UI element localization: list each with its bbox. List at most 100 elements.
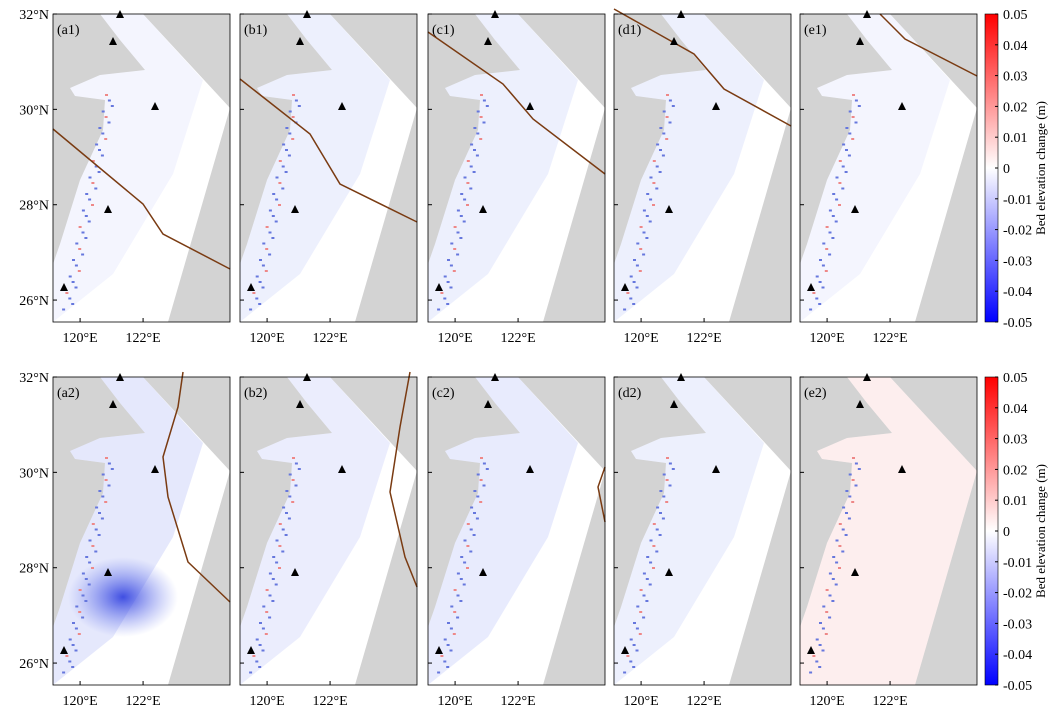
island: [78, 248, 81, 250]
colorbar: 0.050.040.030.020.010-0.01-0.02-0.03-0.0…: [985, 8, 1048, 331]
island: [252, 292, 255, 294]
island: [672, 105, 675, 107]
island: [91, 567, 94, 569]
island: [460, 215, 463, 217]
island: [91, 545, 94, 547]
island: [65, 655, 68, 657]
island: [483, 122, 486, 124]
island: [656, 529, 659, 531]
island: [275, 221, 278, 223]
island: [649, 199, 652, 201]
island: [470, 166, 473, 168]
island: [469, 551, 472, 553]
island: [288, 133, 291, 135]
island: [650, 177, 653, 179]
panel-label: (c2): [432, 386, 455, 401]
colorbar-tick-label: -0.01: [1003, 193, 1032, 208]
island: [463, 584, 466, 586]
colorbar-tick-label: 0.05: [1003, 8, 1028, 23]
island: [636, 287, 639, 289]
y-tick-label: 26°N: [19, 657, 49, 672]
island: [812, 292, 815, 294]
panel-label: (d1): [618, 23, 642, 38]
x-tick-label: 120°E: [624, 694, 659, 709]
y-tick-label: 32°N: [19, 371, 49, 386]
island: [832, 193, 835, 195]
island: [266, 589, 269, 591]
island: [639, 611, 642, 613]
x-tick-label: 120°E: [810, 694, 845, 709]
island: [95, 529, 98, 531]
island: [463, 221, 466, 223]
island: [848, 518, 851, 520]
island: [272, 193, 275, 195]
island: [289, 111, 292, 113]
island: [450, 265, 453, 267]
island: [665, 138, 668, 140]
island: [278, 567, 281, 569]
island: [289, 474, 292, 476]
colorbar-tick-label: -0.02: [1003, 587, 1032, 602]
island: [469, 188, 472, 190]
island: [652, 567, 655, 569]
island: [629, 661, 632, 663]
island: [65, 292, 68, 294]
island: [845, 127, 848, 129]
island: [272, 578, 275, 580]
island: [467, 160, 470, 162]
island: [812, 655, 815, 657]
colorbar-tick-label: 0.05: [1003, 371, 1028, 386]
island: [278, 204, 281, 206]
island: [258, 303, 261, 305]
island: [454, 589, 457, 591]
island: [841, 551, 844, 553]
island: [279, 160, 282, 162]
island: [822, 606, 825, 608]
island: [85, 215, 88, 217]
y-tick-label: 30°N: [19, 466, 49, 481]
island: [105, 116, 108, 118]
x-tick-label: 122°E: [686, 694, 721, 709]
island: [669, 122, 672, 124]
island: [459, 600, 462, 602]
island: [101, 133, 104, 135]
island: [269, 232, 272, 234]
island: [630, 276, 633, 278]
island: [279, 523, 282, 525]
island: [852, 457, 855, 459]
island: [98, 512, 101, 514]
island: [476, 518, 479, 520]
island: [75, 265, 78, 267]
island: [272, 556, 275, 558]
island: [72, 281, 75, 283]
island: [72, 259, 75, 261]
island: [62, 672, 65, 674]
island: [453, 633, 456, 635]
island: [275, 199, 278, 201]
island: [845, 149, 848, 151]
island: [816, 276, 819, 278]
x-tick-label: 120°E: [624, 331, 659, 346]
island: [104, 138, 107, 140]
island: [89, 177, 92, 179]
island: [639, 248, 642, 250]
island: [662, 133, 665, 135]
island: [825, 270, 828, 272]
island: [265, 248, 268, 250]
island: [466, 545, 469, 547]
island: [276, 177, 279, 179]
island: [629, 298, 632, 300]
island: [480, 94, 483, 96]
island: [848, 155, 851, 157]
island: [822, 265, 825, 267]
island: [258, 666, 261, 668]
island: [98, 534, 101, 536]
island: [276, 540, 279, 542]
island: [111, 105, 114, 107]
island: [483, 100, 486, 102]
island: [476, 496, 479, 498]
island: [845, 171, 848, 173]
island: [636, 606, 639, 608]
island: [259, 644, 262, 646]
island: [848, 496, 851, 498]
